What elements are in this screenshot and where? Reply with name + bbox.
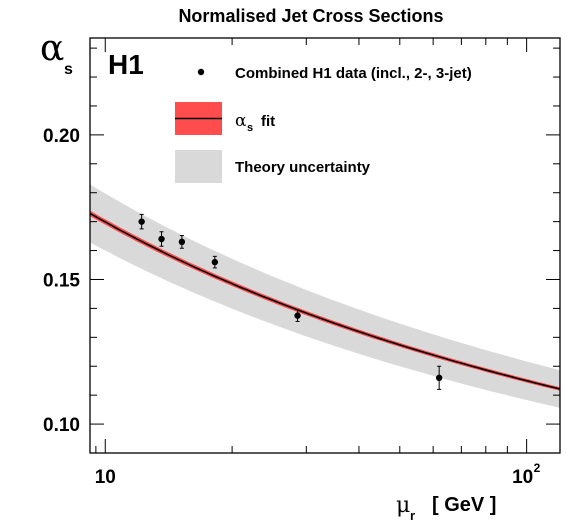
x-tick-label-10: 10 (95, 467, 116, 488)
y-tick-labels: 0.10 0.15 0.20 (43, 126, 80, 436)
y-tick-label: 0.15 (43, 270, 80, 291)
y-tick-label: 0.20 (43, 126, 80, 147)
legend-entry-theory: Theory uncertainty (175, 150, 371, 183)
legend-label-fit-symbol: α (235, 111, 247, 131)
theory-uncertainty-band (90, 184, 560, 408)
svg-text:α: α (40, 28, 64, 69)
data-point-2 (158, 231, 165, 247)
y-axis-label: α s (40, 28, 73, 78)
x-axis-label: μ r [ GeV ] (396, 493, 496, 523)
legend: Combined H1 data (incl., 2-, 3-jet) α s … (175, 65, 472, 183)
x-tick-exponent: 2 (534, 461, 541, 475)
legend-label-fit: fit (261, 113, 275, 130)
y-tick-label: 0.10 (43, 415, 80, 436)
legend-entry-fit: α s fit (175, 102, 275, 135)
data-point-5 (294, 309, 301, 322)
data-marker (211, 258, 219, 266)
legend-entry-data: Combined H1 data (incl., 2-, 3-jet) (197, 65, 472, 82)
svg-text:s: s (64, 61, 73, 78)
legend-label-theory: Theory uncertainty (235, 159, 371, 176)
data-point-3 (178, 235, 186, 249)
plot-frame (89, 37, 561, 454)
experiment-label: H1 (108, 49, 144, 80)
data-point-1 (138, 213, 145, 230)
svg-text:r: r (410, 508, 415, 523)
data-marker (138, 218, 145, 225)
legend-marker-data (197, 68, 205, 76)
svg-text:[ GeV ]: [ GeV ] (432, 494, 496, 516)
data-points (138, 213, 443, 390)
data-marker (435, 374, 443, 382)
axis-ticks (90, 38, 560, 454)
data-marker (178, 238, 186, 246)
data-marker (158, 235, 165, 243)
data-marker (294, 312, 301, 319)
legend-swatch-theory (175, 150, 222, 183)
data-point-4 (211, 255, 219, 269)
x-tick-label-100: 10 2 (512, 461, 541, 488)
svg-text:μ: μ (396, 493, 410, 518)
legend-label-data: Combined H1 data (incl., 2-, 3-jet) (235, 65, 472, 82)
fit-line (89, 212, 561, 390)
legend-label-fit-subscript: s (247, 122, 253, 134)
svg-text:10: 10 (512, 467, 533, 488)
data-point-6 (435, 365, 443, 390)
chart-title: Normalised Jet Cross Sections (178, 6, 443, 26)
